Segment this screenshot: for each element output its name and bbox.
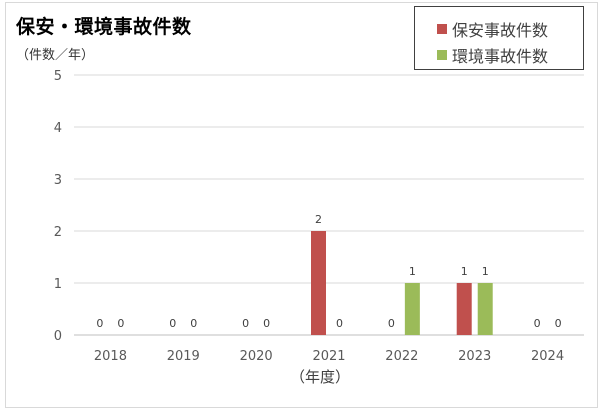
legend-swatch-safety — [437, 24, 447, 34]
data-label: 0 — [555, 317, 562, 330]
y-tick-label: 1 — [54, 277, 62, 292]
y-tick-label: 3 — [54, 173, 62, 188]
data-label: 0 — [117, 317, 124, 330]
data-label: 0 — [263, 317, 270, 330]
y-tick-label: 5 — [54, 69, 62, 84]
x-tick-label: 2024 — [531, 349, 564, 364]
x-tick-label: 2020 — [240, 349, 273, 364]
x-tick-label: 2022 — [385, 349, 418, 364]
x-axis-title: （年度） — [290, 368, 351, 386]
legend-item-environment: 環境事故件数 — [437, 43, 548, 67]
data-label: 0 — [190, 317, 197, 330]
bar-environment-2022 — [404, 283, 420, 335]
bar-safety-2021 — [311, 231, 326, 335]
y-tick-label: 4 — [54, 121, 62, 136]
y-tick-label: 0 — [54, 329, 62, 344]
data-label: 0 — [336, 317, 343, 330]
legend: 保安事故件数 環境事故件数 — [414, 6, 584, 70]
data-label: 1 — [482, 265, 489, 278]
data-label: 2 — [315, 213, 322, 226]
bar-environment-2023 — [477, 283, 493, 335]
data-label: 1 — [461, 265, 468, 278]
data-label: 0 — [534, 317, 541, 330]
y-axis-label: （件数／年） — [16, 48, 95, 63]
data-label: 0 — [96, 317, 103, 330]
data-label: 0 — [388, 317, 395, 330]
legend-swatch-environment — [437, 50, 447, 60]
legend-label-environment: 環境事故件数 — [452, 47, 549, 66]
legend-label-safety: 保安事故件数 — [452, 21, 549, 40]
x-tick-label: 2019 — [167, 349, 200, 364]
y-tick-label: 2 — [54, 225, 62, 240]
chart-title: 保安・環境事故件数 — [16, 16, 192, 38]
data-label: 0 — [242, 317, 249, 330]
data-label: 0 — [169, 317, 176, 330]
x-tick-label: 2021 — [312, 349, 345, 364]
x-tick-label: 2023 — [458, 349, 491, 364]
x-tick-label: 2018 — [94, 349, 127, 364]
legend-item-safety: 保安事故件数 — [437, 17, 548, 41]
data-label: 1 — [409, 265, 416, 278]
bar-safety-2023 — [456, 283, 472, 335]
